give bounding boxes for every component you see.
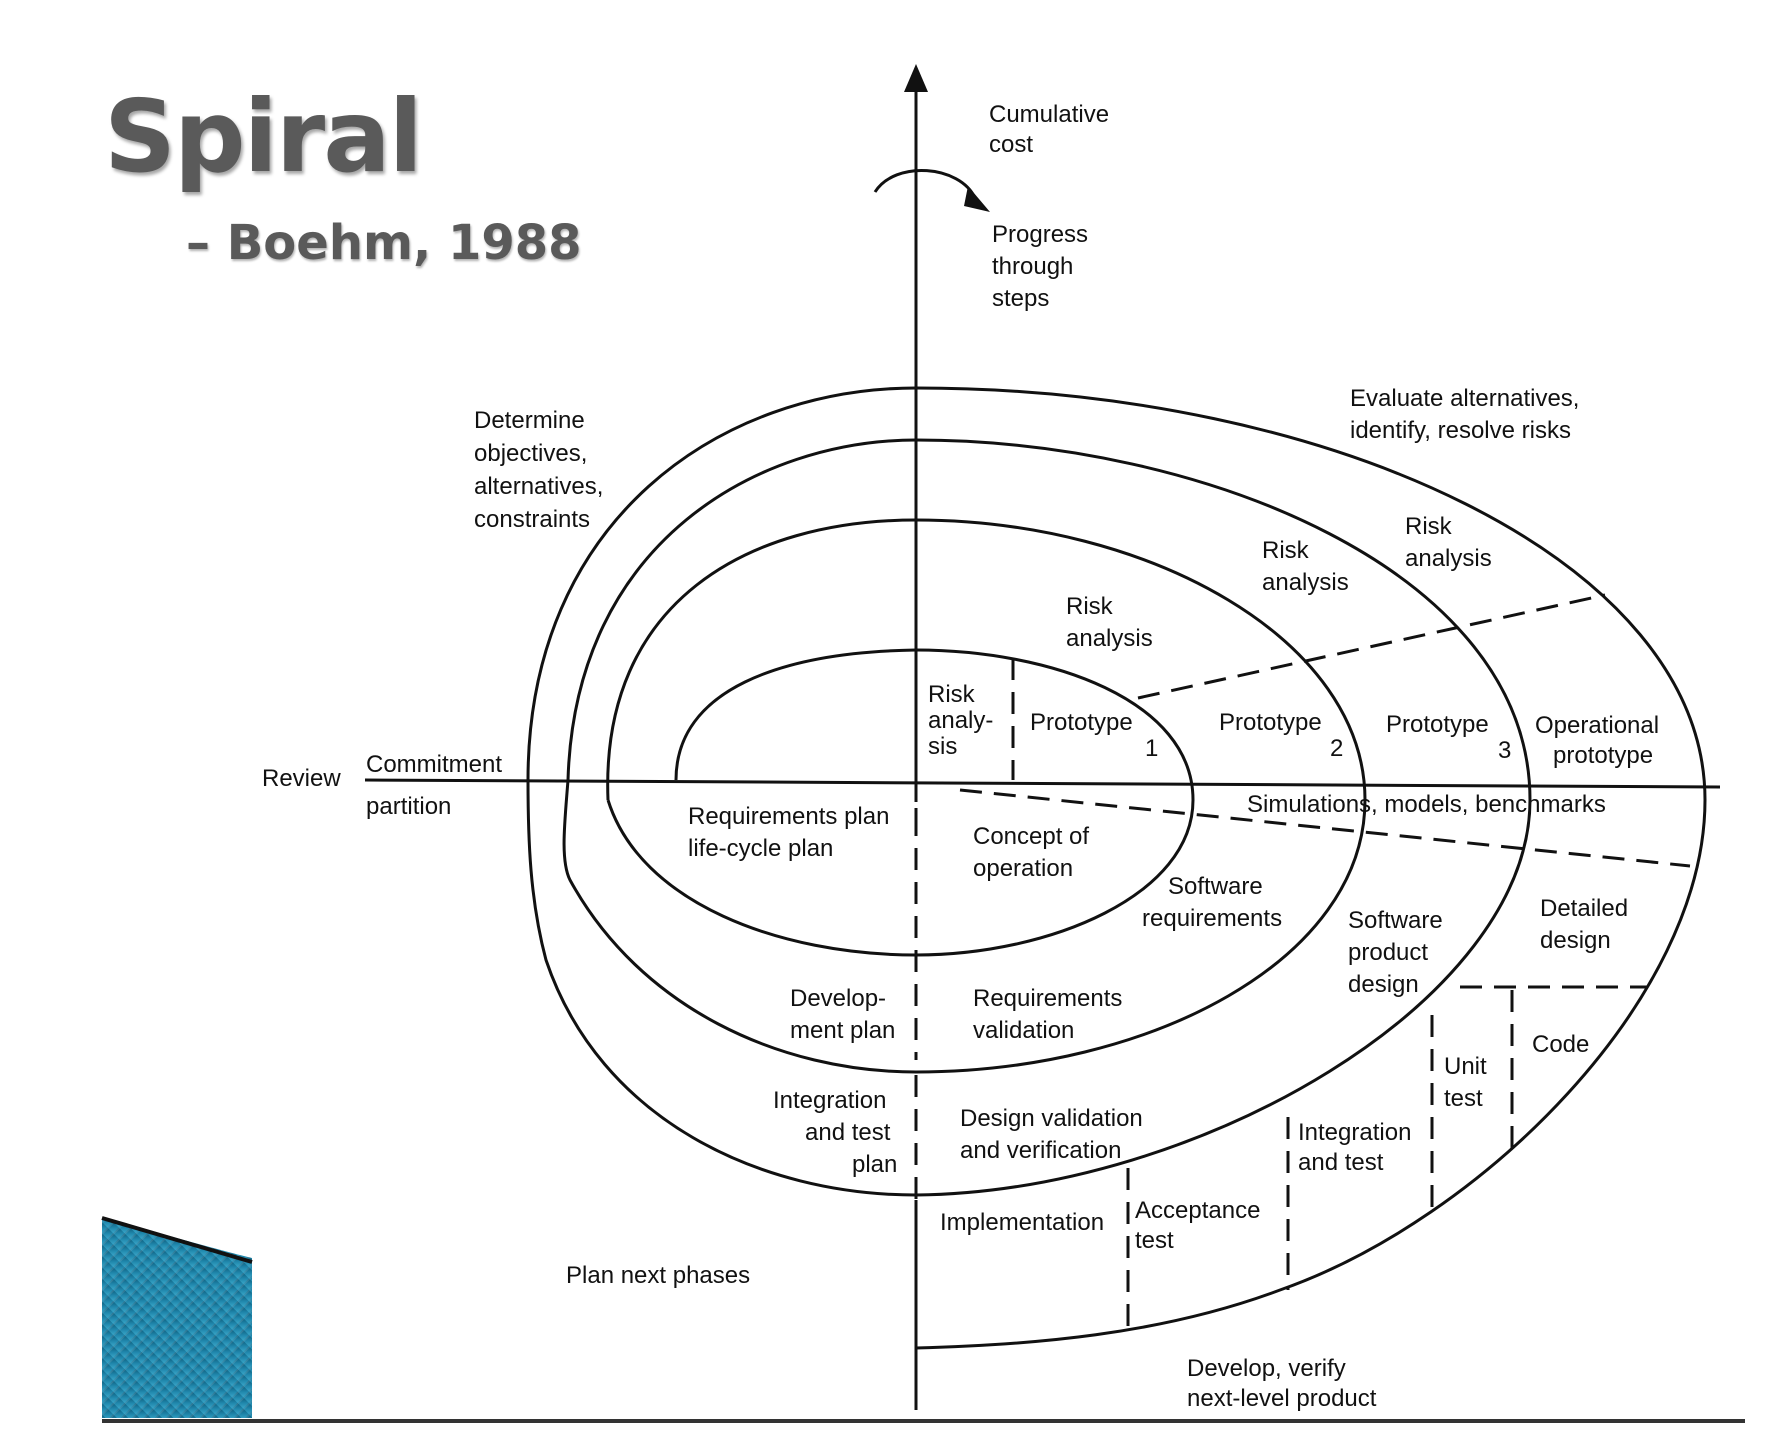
label-risk-analysis-3: Risk analysis [1262,537,1349,596]
label-progress: Progress through steps [992,221,1095,312]
label-prototype-3: Prototype 3 [1386,711,1511,764]
label-plan-next-phases: Plan next phases [566,1262,750,1289]
axis-arrowhead [904,64,928,92]
review-commitment-axis [364,778,1721,789]
label-integration-and-test: Integration and test [1298,1119,1418,1176]
progress-arrow [873,169,977,199]
label-risk-analysis-4: Risk analysis [1405,513,1492,572]
progress-arrowhead [964,186,990,212]
label-detailed-design: Detailed design [1540,895,1635,954]
label-unit-test: Unit test [1444,1053,1493,1112]
spiral-loop-2 [562,518,1367,1074]
label-simulations: Simulations, models, benchmarks [1247,791,1606,818]
accent-block-edge [101,1216,253,1264]
label-implementation: Implementation [940,1209,1104,1236]
label-requirements-validation: Requirements validation [973,985,1129,1044]
label-evaluate-alternatives: Evaluate alternatives, identify, resolve… [1350,385,1586,444]
label-prototype-1: Prototype 1 [1030,709,1158,762]
label-risk-analysis-2: Risk analysis [1066,593,1153,652]
spiral-loop-4 [526,386,1707,1350]
label-software-product-design: Software product design [1348,907,1449,998]
label-commitment-partition: Commitment partition [366,751,509,820]
spiral-loop-3 [526,438,1532,1197]
slide-title: Spiral [104,78,423,195]
simulations-divider [959,788,1691,868]
slide-subtitle: – Boehm, 1988 [186,215,582,271]
label-integration-test-plan: Integration and test plan [773,1087,897,1178]
label-acceptance-test: Acceptance test [1135,1197,1267,1254]
label-design-validation: Design validation and verification [960,1105,1149,1164]
label-development-plan: Develop- ment plan [790,985,895,1044]
label-prototype-2: Prototype 2 [1219,709,1343,762]
label-review: Review [262,765,341,792]
label-code: Code [1532,1031,1589,1058]
accent-block [102,1218,252,1418]
label-operational-prototype: Operational prototype [1535,712,1666,769]
label-risk-analysis-1: Risk analy- sis [928,681,1000,760]
spiral-loop-1 [606,648,1195,957]
label-concept-of-operation: Concept of operation [973,823,1096,882]
label-cumulative-cost: Cumulative cost [989,101,1116,158]
label-software-requirements: Software requirements [1142,873,1282,932]
label-develop-verify: Develop, verify next-level product [1187,1355,1377,1412]
label-determine-objectives: Determine objectives, alternatives, cons… [474,407,610,533]
label-requirements-plan: Requirements plan life-cycle plan [688,803,896,862]
risk-divider-upper [1137,593,1606,700]
